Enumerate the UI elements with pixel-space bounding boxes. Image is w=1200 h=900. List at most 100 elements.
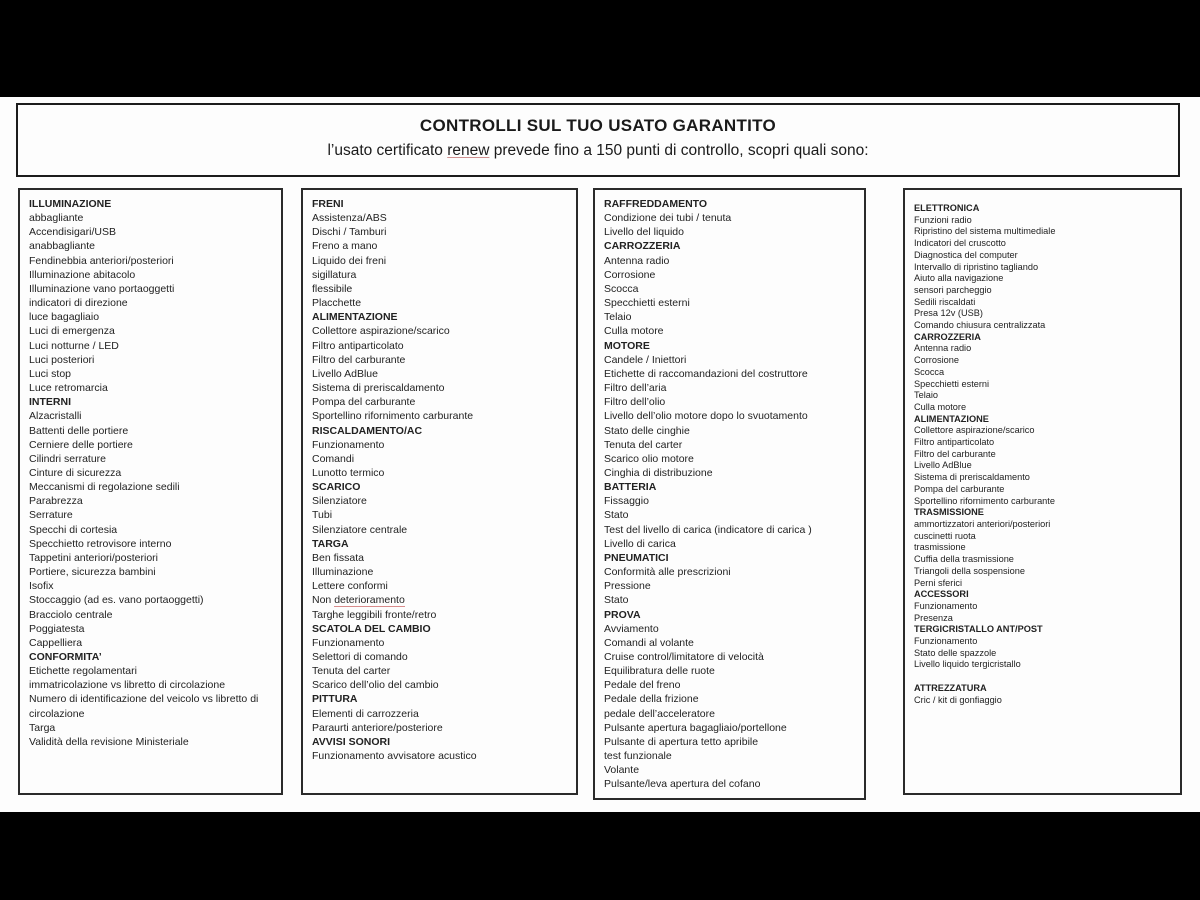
checklist-item: Liquido dei freni: [312, 254, 387, 267]
checklist-item: Pompa del carburante: [312, 396, 416, 409]
checklist-item: Avviamento: [604, 622, 659, 635]
checklist-item: Funzioni radio: [914, 214, 972, 225]
checklist-item: Parabrezza: [29, 495, 83, 508]
checklist-item: Test del livello di carica (indicatore d…: [604, 523, 812, 536]
checklist-item: Funzionamento: [312, 438, 385, 451]
checklist-item: Comandi: [312, 452, 355, 465]
checklist-item: Sistema di preriscaldamento: [914, 472, 1030, 483]
checklist-item: Scocca: [914, 366, 945, 377]
checklist-item: Livello del liquido: [604, 226, 684, 239]
section-header: BATTERIA: [604, 481, 657, 494]
checklist-item: Corrosione: [604, 268, 656, 281]
checklist-item: Luci stop: [29, 367, 72, 380]
checklist-item: Filtro antiparticolato: [312, 339, 404, 352]
checklist-item: Accendisigari/USB: [29, 226, 116, 239]
checklist-item: Telaio: [914, 390, 939, 401]
checklist-column-brakes-fuel: FRENI Assistenza/ABS Dischi / Tamburi Freno…: [301, 188, 578, 795]
checklist-item: Livello AdBlue: [914, 460, 972, 471]
checklist-item: Tenuta del carter: [604, 438, 683, 451]
checklist-item: Ripristino del sistema multimediale: [914, 226, 1056, 237]
section-header: MOTORE: [604, 339, 650, 352]
checklist-item: Tubi: [312, 509, 333, 522]
checklist-item: Numero di identificazione del veicolo vs…: [29, 693, 259, 720]
checklist-item: Funzionamento: [914, 636, 978, 647]
section-header: ALIMENTAZIONE: [914, 413, 989, 424]
checklist-item: Ben fissata: [312, 551, 364, 564]
checklist-item: Specchietti esterni: [914, 378, 990, 389]
section-header: TARGA: [312, 537, 349, 550]
checklist-item: Filtro del carburante: [312, 353, 406, 366]
section-header: INTERNI: [29, 396, 71, 409]
checklist-item: Cinture di sicurezza: [29, 466, 122, 479]
page-title: CONTROLLI SUL TUO USATO GARANTITO: [419, 116, 777, 135]
checklist-item: Luci di emergenza: [29, 325, 115, 338]
checklist-item: Alzacristalli: [29, 410, 82, 423]
section-header: ALIMENTAZIONE: [312, 311, 398, 324]
checklist-item: Cappelliera: [29, 636, 83, 649]
section-header: PITTURA: [312, 693, 358, 706]
section-header: ELETTRONICA: [914, 203, 980, 213]
checklist-item: Pedale del freno: [604, 679, 681, 692]
checklist-item: Pedale della frizione: [604, 693, 699, 706]
checklist-item: Lunotto termico: [312, 466, 385, 479]
checklist-item: Intervallo di ripristino tagliando: [914, 261, 1039, 272]
checklist-column-electronics-transmission: ELETTRONICA Funzioni radio Ripristino del …: [903, 188, 1182, 795]
checklist-item: Stato delle cinghie: [604, 424, 690, 437]
checklist-item: Stato delle spazzole: [914, 647, 997, 658]
checklist-item: Cruise control/limitatore di velocità: [604, 651, 764, 663]
checklist-item: Selettori di comando: [312, 651, 408, 663]
checklist-item: Fendinebbia anteriori/posteriori: [29, 254, 174, 267]
checklist-item: Tenuta del carter: [312, 665, 391, 678]
checklist-item: Antenna radio: [914, 343, 972, 354]
checklist-item: Illuminazione vano portaoggetti: [29, 282, 175, 295]
checklist-item: Corrosione: [914, 355, 959, 366]
section-header: CONFORMITA’: [29, 651, 102, 663]
section-header: TRASMISSIONE: [914, 507, 984, 518]
checklist-item: Stato: [604, 509, 629, 522]
checklist-item: Funzionamento: [914, 600, 978, 611]
checklist-item: Targhe leggibili fronte/retro: [312, 608, 437, 621]
checklist-item: Collettore aspirazione/scarico: [312, 325, 450, 338]
checklist-item: abbagliante: [29, 212, 84, 225]
checklist-item: Funzionamento avvisatore acustico: [312, 750, 477, 763]
checklist-item: Scarico dell’olio del cambio: [312, 679, 439, 692]
page-subtitle: l’usato certificato renew prevede fino a…: [18, 142, 1178, 160]
checklist-item: Specchietto retrovisore interno: [29, 537, 172, 550]
subtitle-prefix: l’usato certificato: [327, 142, 448, 159]
section-header: SCARICO: [312, 481, 361, 494]
checklist-item: Filtro del carburante: [914, 448, 996, 459]
checklist-item: sensori parcheggio: [914, 284, 992, 295]
checklist-item: Triangoli della sospensione: [914, 565, 1025, 576]
checklist-item: Cinghia di distribuzione: [604, 466, 713, 479]
checklist-item: Comando chiusura centralizzata: [914, 320, 1046, 331]
checklist-item: Filtro antiparticolato: [914, 437, 995, 448]
checklist-item: Illuminazione: [312, 566, 374, 579]
checklist-item: Luci posteriori: [29, 353, 95, 366]
checklist-item: cuscinetti ruota: [914, 530, 976, 541]
section-header: RISCALDAMENTO/AC: [312, 424, 423, 437]
checklist-item: Portiere, sicurezza bambini: [29, 566, 156, 579]
checklist-item: Dischi / Tamburi: [312, 226, 387, 239]
section-header: SCATOLA DEL CAMBIO: [312, 622, 431, 635]
checklist-item: Pulsante/leva apertura del cofano: [604, 778, 761, 791]
checklist-item: Scarico olio motore: [604, 452, 694, 465]
checklist-item: Pompa del carburante: [914, 483, 1005, 494]
checklist-column-cooling-engine: RAFFREDDAMENTO Condizione dei tubi / tenu…: [593, 188, 866, 800]
checklist-item: test funzionale: [604, 750, 672, 763]
section-header: PNEUMATICI: [604, 551, 669, 564]
section-header: CARROZZERIA: [604, 240, 681, 253]
checklist-item: Isofix: [29, 580, 54, 593]
checklist-item: Volante: [604, 764, 640, 777]
checklist-item: sigillatura: [312, 268, 357, 281]
checklist-column-lighting-interiors: ILLUMINAZIONE abbagliante Accendisigari/US…: [18, 188, 283, 795]
section-header: FRENI: [312, 198, 344, 210]
checklist-item: Culla motore: [914, 401, 967, 412]
section-header: RAFFREDDAMENTO: [604, 198, 708, 210]
checklist-item: Comandi al volante: [604, 636, 694, 649]
checklist-item: Etichette di raccomandazioni del costrut…: [604, 367, 808, 380]
checklist-item: Diagnostica del computer: [914, 249, 1018, 260]
checklist-item: Livello di carica: [604, 537, 676, 550]
section-header: PROVA: [604, 608, 641, 621]
checklist-item: Cerniere delle portiere: [29, 438, 133, 451]
